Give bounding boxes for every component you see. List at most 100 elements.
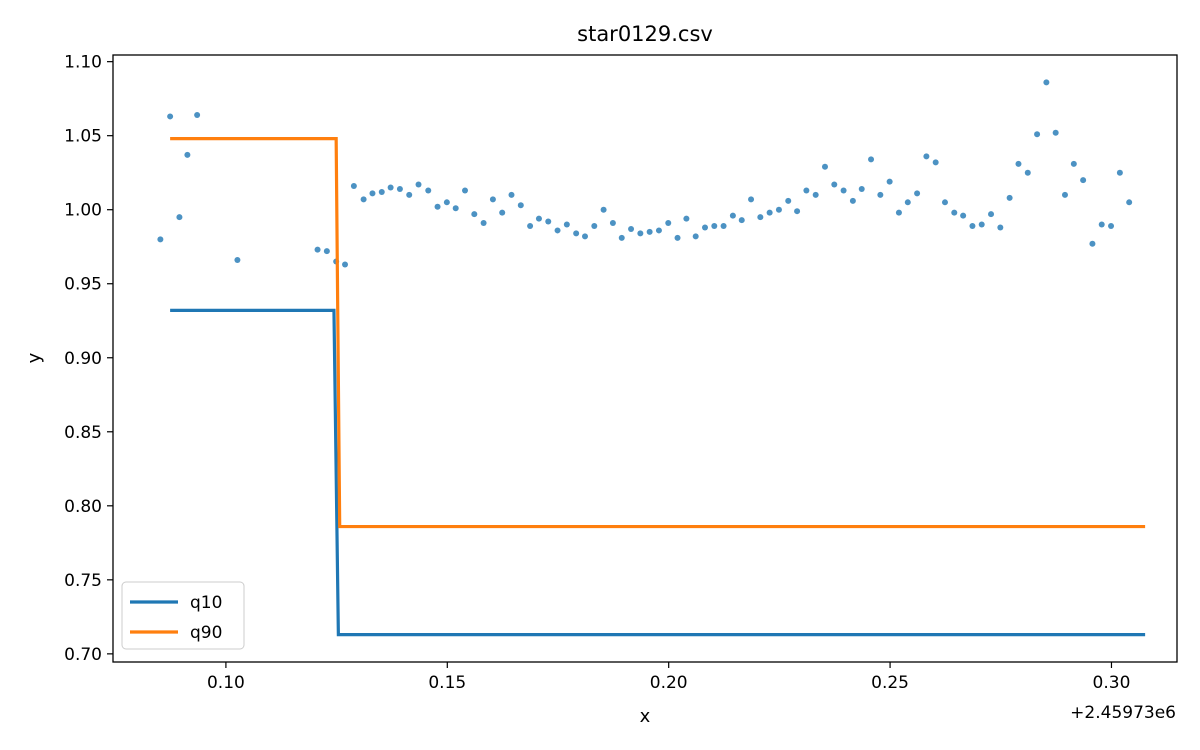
scatter-point (573, 230, 580, 237)
legend: q10 q90 (121, 581, 245, 650)
scatter-point (655, 227, 662, 234)
x-tick-label: 0.10 (207, 673, 245, 693)
x-tick-label: 0.20 (650, 673, 688, 693)
scatter-points (157, 79, 1133, 268)
scatter-point (1024, 169, 1031, 176)
scatter-point (886, 178, 893, 185)
scatter-point (729, 212, 736, 219)
scatter-point (554, 227, 561, 234)
scatter-point (1034, 131, 1041, 138)
y-tick-label: 1.00 (64, 201, 102, 221)
x-axis-label: x (640, 706, 651, 727)
scatter-point (1108, 223, 1115, 229)
scatter-point (157, 236, 164, 243)
scatter-point (821, 163, 828, 170)
legend-label-q90: q90 (190, 623, 222, 643)
scatter-point (609, 220, 616, 227)
scatter-point (1089, 240, 1096, 247)
scatter-point (951, 209, 958, 216)
scatter-point (748, 196, 755, 203)
scatter-point (1006, 194, 1013, 201)
scatter-point (527, 223, 534, 229)
scatter-point (941, 199, 948, 206)
y-tick-label: 1.10 (64, 53, 102, 73)
scatter-point (618, 234, 625, 241)
scatter-point (360, 196, 367, 203)
scatter-point (508, 191, 515, 198)
scatter-point (665, 220, 672, 227)
scatter-point (406, 191, 413, 198)
scatter-point (858, 185, 865, 192)
scatter-point (969, 223, 976, 229)
scatter-point (184, 151, 191, 158)
scatter-point (369, 190, 376, 197)
scatter-point (452, 205, 459, 212)
scatter-point (683, 215, 690, 222)
scatter-point (932, 159, 939, 166)
scatter-point (582, 233, 588, 240)
scatter-point (434, 203, 441, 210)
scatter-point (1080, 177, 1087, 184)
scatter-point (176, 214, 183, 221)
scatter-point (923, 153, 930, 160)
x-tick-label: 0.15 (428, 673, 466, 693)
scatter-point (443, 199, 450, 206)
scatter-point (794, 208, 801, 215)
scatter-point (849, 197, 856, 204)
scatter-point (415, 181, 422, 188)
scatter-point (342, 261, 349, 268)
scatter-point (1126, 199, 1133, 206)
x-axis-ticks: 0.10 0.15 0.20 0.25 0.30 (207, 662, 1130, 693)
scatter-point (637, 230, 644, 237)
scatter-point (738, 217, 745, 224)
scatter-point (535, 215, 542, 222)
scatter-point (1015, 160, 1022, 167)
y-tick-label: 0.85 (64, 423, 102, 443)
scatter-point (711, 223, 718, 229)
scatter-point (323, 248, 330, 255)
scatter-point (812, 191, 819, 198)
scatter-point (914, 190, 921, 197)
scatter-point (378, 188, 385, 195)
scatter-point (904, 199, 911, 206)
scatter-point (1098, 221, 1105, 228)
y-tick-label: 1.05 (64, 127, 102, 147)
scatter-point (1052, 129, 1059, 136)
scatter-point (591, 223, 598, 229)
scatter-point (646, 228, 653, 235)
scatter-point (960, 212, 967, 219)
y-axis-ticks: 0.70 0.75 0.80 0.85 0.90 0.95 1.00 1.05 1.10 (64, 53, 113, 665)
chart-title: star0129.csv (577, 22, 713, 46)
scatter-point (314, 246, 321, 253)
y-axis-label: y (24, 352, 45, 363)
scatter-point (396, 185, 403, 192)
y-tick-label: 0.80 (64, 497, 102, 517)
scatter-point (775, 206, 782, 213)
scatter-point (425, 187, 432, 194)
scatter-point (1070, 160, 1077, 167)
y-tick-label: 0.90 (64, 349, 102, 369)
series-line-q90 (170, 137, 1146, 529)
scatter-point (702, 224, 708, 231)
scatter-point (517, 202, 524, 209)
scatter-point (350, 183, 357, 190)
scatter-point (167, 113, 174, 120)
scatter-point (194, 111, 201, 118)
scatter-point (563, 221, 570, 228)
scatter-point (471, 211, 478, 218)
scatter-point (766, 209, 773, 216)
scatter-point (462, 187, 469, 194)
legend-label-q10: q10 (190, 593, 222, 613)
legend-box (121, 581, 245, 650)
scatter-point (628, 225, 635, 232)
scatter-point (803, 187, 810, 194)
y-tick-label: 0.75 (64, 571, 102, 591)
scatter-point (499, 209, 506, 216)
scatter-point (1116, 169, 1123, 176)
scatter-point (480, 220, 487, 227)
scatter-point (720, 223, 727, 229)
scatter-point (988, 211, 995, 218)
scatter-point (1061, 191, 1068, 198)
x-tick-label: 0.30 (1093, 673, 1131, 693)
